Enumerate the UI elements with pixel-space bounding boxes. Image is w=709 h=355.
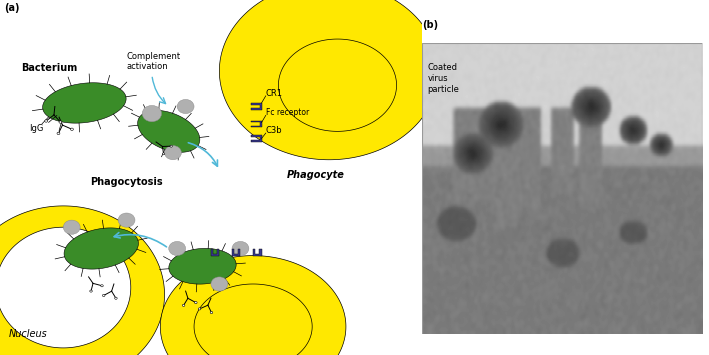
Polygon shape xyxy=(138,110,200,152)
Text: (b): (b) xyxy=(422,20,438,30)
Circle shape xyxy=(182,304,185,306)
Circle shape xyxy=(118,213,135,227)
Circle shape xyxy=(194,301,197,304)
Polygon shape xyxy=(43,83,126,123)
Circle shape xyxy=(101,285,104,287)
Polygon shape xyxy=(251,121,262,127)
Polygon shape xyxy=(160,256,346,355)
Text: Complement
activation: Complement activation xyxy=(126,51,181,71)
Circle shape xyxy=(210,311,213,313)
Text: IgG: IgG xyxy=(30,124,44,133)
Text: Nucleus: Nucleus xyxy=(9,329,48,339)
Circle shape xyxy=(63,220,80,234)
Text: Phagocyte: Phagocyte xyxy=(287,169,345,180)
Circle shape xyxy=(164,146,182,160)
Circle shape xyxy=(143,105,162,122)
Circle shape xyxy=(169,241,186,256)
Circle shape xyxy=(57,132,60,135)
Text: Bacterium: Bacterium xyxy=(21,63,77,73)
Text: Coated
virus
particle: Coated virus particle xyxy=(428,63,459,94)
Polygon shape xyxy=(0,206,164,355)
Polygon shape xyxy=(253,248,262,256)
Polygon shape xyxy=(279,39,396,131)
Text: CR1: CR1 xyxy=(266,89,283,98)
Circle shape xyxy=(170,145,172,147)
Circle shape xyxy=(232,241,249,256)
Polygon shape xyxy=(251,103,262,110)
Polygon shape xyxy=(169,248,236,284)
Circle shape xyxy=(199,308,201,310)
Circle shape xyxy=(59,121,62,123)
Polygon shape xyxy=(219,0,439,160)
Circle shape xyxy=(45,120,48,122)
Circle shape xyxy=(102,294,105,296)
Text: Fc receptor: Fc receptor xyxy=(266,108,309,118)
Circle shape xyxy=(177,99,194,114)
Polygon shape xyxy=(251,135,262,142)
Polygon shape xyxy=(194,284,312,355)
Circle shape xyxy=(70,128,73,131)
Text: Phagocytosis: Phagocytosis xyxy=(90,176,163,187)
Circle shape xyxy=(211,277,228,291)
Text: (a): (a) xyxy=(4,2,20,13)
Circle shape xyxy=(90,290,92,292)
Text: C3b: C3b xyxy=(266,126,282,135)
Polygon shape xyxy=(0,227,130,348)
Polygon shape xyxy=(64,228,138,269)
Circle shape xyxy=(162,153,164,155)
Circle shape xyxy=(115,297,117,299)
Polygon shape xyxy=(232,248,240,256)
Polygon shape xyxy=(211,248,219,256)
